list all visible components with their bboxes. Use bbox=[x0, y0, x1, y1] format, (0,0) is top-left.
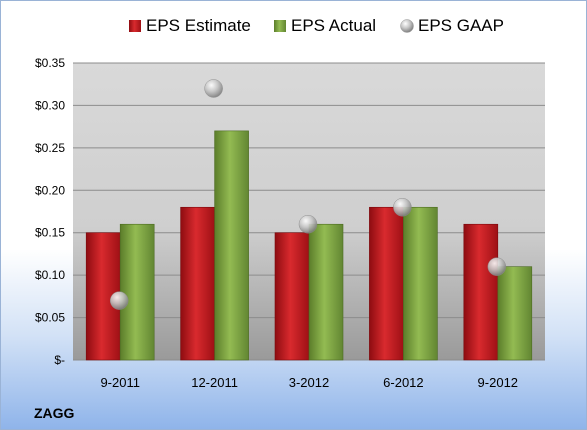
legend: EPS Estimate EPS Actual EPS GAAP bbox=[129, 16, 504, 35]
ticker-label: ZAGG bbox=[34, 405, 75, 421]
legend-swatch-actual bbox=[274, 20, 286, 32]
legend-item-eps-actual: EPS Actual bbox=[274, 16, 376, 35]
bar-eps-actual bbox=[119, 223, 155, 361]
y-tick-label: $0.30 bbox=[35, 98, 65, 112]
bar-eps-actual bbox=[308, 223, 344, 361]
legend-item-eps-gaap: EPS GAAP bbox=[400, 16, 504, 35]
x-tick-label: 9-2011 bbox=[100, 375, 140, 390]
y-tick-label: $- bbox=[54, 353, 65, 367]
bar-eps-actual bbox=[214, 130, 249, 361]
y-axis-ticks: $0.35 $0.30 $0.25 $0.20 $0.15 $0.10 $0.05 $- bbox=[35, 56, 65, 367]
bar-eps-estimate bbox=[180, 206, 215, 361]
x-tick-label: 9-2012 bbox=[478, 375, 518, 390]
gaap-markers bbox=[109, 79, 507, 310]
legend-label-actual: EPS Actual bbox=[291, 16, 376, 35]
gaap-marker bbox=[109, 291, 129, 310]
y-tick-label: $0.35 bbox=[35, 56, 65, 70]
legend-marker-gaap bbox=[400, 19, 414, 33]
bar-eps-estimate bbox=[274, 232, 310, 361]
y-tick-label: $0.15 bbox=[35, 226, 65, 240]
x-tick-label: 6-2012 bbox=[383, 375, 423, 390]
x-axis-labels: 9-2011 12-2011 3-2012 6-2012 9-2012 bbox=[100, 375, 518, 390]
y-tick-label: $0.25 bbox=[35, 141, 65, 155]
bar-eps-actual bbox=[497, 266, 533, 361]
y-tick-label: $0.20 bbox=[35, 183, 65, 197]
y-tick-label: $0.10 bbox=[35, 268, 65, 282]
bar-eps-actual bbox=[403, 206, 438, 361]
bar-eps-estimate bbox=[463, 223, 499, 361]
legend-swatch-estimate bbox=[129, 20, 141, 32]
legend-label-estimate: EPS Estimate bbox=[146, 16, 251, 35]
x-tick-label: 3-2012 bbox=[289, 375, 329, 390]
gaap-marker bbox=[393, 198, 412, 217]
y-tick-label: $0.05 bbox=[35, 311, 65, 325]
gaap-marker bbox=[298, 214, 318, 234]
gaap-marker bbox=[204, 79, 223, 98]
x-tick-label: 12-2011 bbox=[191, 375, 238, 390]
legend-label-gaap: EPS GAAP bbox=[418, 16, 504, 35]
bar-eps-estimate bbox=[369, 206, 404, 361]
gaap-marker bbox=[487, 257, 507, 276]
legend-item-eps-estimate: EPS Estimate bbox=[129, 16, 251, 35]
